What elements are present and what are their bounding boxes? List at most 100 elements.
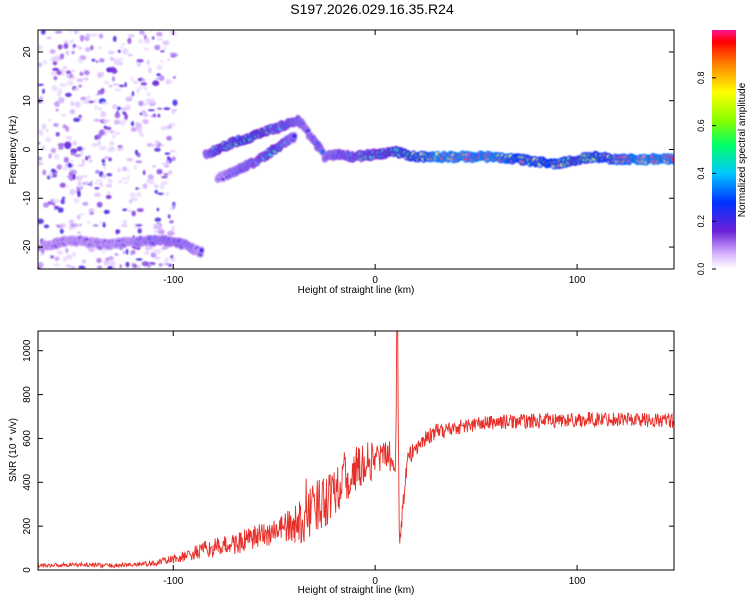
spectrogram-noise-blob — [68, 219, 75, 225]
spectrogram-noise-blob — [135, 187, 139, 190]
spectrogram-noise-blob — [167, 170, 173, 175]
spectrogram-noise-blob — [109, 56, 115, 61]
spectrogram-noise-blob — [74, 101, 81, 108]
y-tick-label: 0 — [22, 146, 33, 152]
spectrogram-noise-blob — [128, 209, 132, 212]
spectrogram-noise-blob — [172, 76, 176, 79]
spectrogram-noise-blob — [135, 224, 143, 227]
spectrogram-noise-blob — [156, 64, 163, 70]
spectrogram-noise-blob — [57, 44, 63, 50]
spectrogram-noise-blob — [46, 36, 52, 40]
spectrogram-noise-blob — [55, 132, 60, 137]
spectrogram-noise-blob — [96, 139, 102, 142]
spectrogram-noise-blob — [68, 30, 72, 34]
spectrogram-noise-blob — [108, 130, 115, 134]
spectrogram-noise-blob — [103, 259, 110, 266]
spectrogram-noise-blob — [153, 229, 158, 234]
spectrogram-noise-blob — [61, 72, 65, 76]
spectrogram-y-axis: -20 -10 0 10 20 — [22, 46, 674, 254]
spectrogram-noise-blob — [65, 125, 70, 132]
spectrogram-noise-blob — [97, 141, 101, 146]
colorbar-tick-label: 0.0 — [696, 263, 706, 276]
spectrogram-noise-blob — [65, 248, 69, 253]
spectrogram-noise-blob — [64, 141, 72, 148]
snr-y-label: SNR (10 * v/v) — [8, 418, 19, 482]
spectrogram-noise-blob — [38, 62, 43, 68]
spectrogram-noise-blob — [57, 97, 65, 104]
spectrogram-noise-blob — [125, 96, 133, 102]
spectrogram-noise-blob — [148, 246, 155, 250]
spectrogram-noise-blob — [41, 98, 45, 105]
spectrogram-noise-blob — [130, 249, 136, 255]
spectrogram-noise-blob — [165, 78, 172, 85]
spectrogram-noise-blob — [73, 117, 81, 123]
spectrogram-noise-blob — [170, 122, 176, 127]
spectrogram-noise-blob — [84, 180, 90, 185]
spectrogram-noise-blob — [100, 71, 105, 77]
spectrogram-noise-blob — [94, 104, 98, 111]
spectrogram-noise-blob — [112, 83, 120, 86]
spectrogram-noise-blob — [80, 150, 83, 157]
spectrogram-noise-blob — [131, 210, 136, 217]
spectrogram-noise-blob — [165, 159, 170, 165]
spectrogram-noise-blob — [120, 46, 124, 49]
spectrogram-noise-blob — [70, 152, 76, 156]
spectrogram-noise-blob — [77, 164, 86, 167]
spectrogram-noise-blob — [112, 76, 115, 82]
spectrogram-noise-blob — [156, 207, 160, 212]
spectrogram-noise-blob — [102, 250, 106, 253]
spectrogram-noise-blob — [129, 192, 137, 198]
spectrogram-noise-blob — [118, 61, 124, 66]
spectrogram-noise-blob — [154, 139, 160, 146]
spectrogram-noise-blob — [58, 145, 64, 150]
spectrogram-noise-blob — [130, 127, 138, 132]
spectrogram-noise-blob — [124, 113, 128, 120]
spectrogram-noise-blob — [98, 58, 105, 63]
spectrogram-noise-blob — [118, 84, 125, 88]
spectrogram-noise-blob — [38, 262, 44, 268]
spectrogram-noise-blob — [60, 198, 65, 205]
spectrogram-noise-blob — [102, 222, 106, 228]
spectrogram-noise-blob — [137, 228, 142, 234]
x-tick-label: 0 — [372, 576, 378, 587]
colorbar-tick-label: 0.6 — [696, 119, 706, 132]
spectrogram-noise-blob — [142, 170, 146, 176]
spectrogram-noise-blob — [74, 154, 82, 158]
spectrogram-noise-blob — [85, 47, 91, 52]
spectrogram-noise-blob — [96, 201, 103, 208]
spectrogram-noise-blob — [78, 265, 86, 269]
spectrogram-noise-blob — [151, 165, 157, 168]
spectrogram-noise-blob — [154, 184, 159, 189]
spectrogram-noise-blob — [171, 225, 175, 232]
spectrogram-noise-blob — [126, 169, 130, 172]
spectrogram-noise-blob — [68, 226, 75, 230]
spectrogram-noise-blob — [93, 192, 102, 198]
spectrogram-noise-blob — [108, 257, 114, 261]
spectrogram-noise-blob — [98, 33, 104, 39]
spectrogram-noise-blob — [170, 31, 173, 36]
spectrogram-noise-blob — [58, 88, 63, 94]
spectrogram-noise-blob — [141, 261, 150, 267]
snr-panel: -100 0 100 0 200 400 600 800 1000 Height of str… — [8, 330, 675, 596]
spectrogram-noise-blob — [122, 208, 128, 212]
spectrogram-noise-blob — [70, 148, 78, 154]
spectrogram-noise-blob — [53, 75, 58, 81]
spectrogram-noise-blob — [164, 263, 170, 266]
spectrogram-noise-blob — [91, 58, 96, 62]
spectrogram-noise-blob — [103, 119, 110, 123]
y-tick-label: -10 — [22, 191, 33, 206]
spectrogram-noise-blob — [144, 85, 148, 91]
spectrogram-noise-blob — [123, 250, 126, 255]
spectrogram-noise-blob — [160, 60, 164, 63]
spectrogram-noise-blob — [101, 101, 109, 105]
spectrogram-noise-blob — [38, 161, 43, 166]
spectrogram-noise-blob — [99, 181, 103, 188]
spectrogram-noise-blob — [56, 70, 62, 76]
spectrogram-noise-blob — [165, 192, 170, 196]
spectrogram-noise-blob — [128, 33, 135, 38]
snr-series-line — [38, 331, 674, 569]
spectrogram-noise-blob — [54, 30, 63, 34]
spectrogram-noise-blob — [70, 69, 76, 73]
spectrogram-noise-blob — [107, 180, 114, 184]
